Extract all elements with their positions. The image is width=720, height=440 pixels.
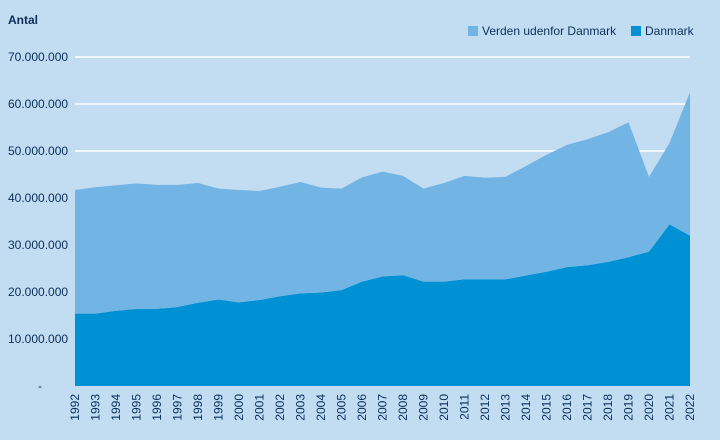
x-tick-labels: 1992 1993 1994 1995 1996 1997 1998 1999 2000 2001…	[68, 394, 697, 421]
y-tick-label: 40.000.000	[8, 191, 68, 205]
x-tick-label: 2010	[437, 394, 451, 421]
y-tick-label: 30.000.000	[8, 238, 68, 252]
x-tick-label: 1994	[109, 394, 123, 421]
x-tick-label: 2002	[273, 394, 287, 421]
x-tick-label: 1996	[150, 394, 164, 421]
y-tick-label: 20.000.000	[8, 285, 68, 299]
x-tick-label: 1993	[89, 394, 103, 421]
x-tick-label: 2022	[683, 394, 697, 421]
y-tick-label: 70.000.000	[8, 50, 68, 64]
legend-swatch-danmark	[631, 26, 641, 36]
legend-swatch-verden	[468, 26, 478, 36]
x-tick-label: 2003	[294, 394, 308, 421]
x-tick-label: 2006	[355, 394, 369, 421]
x-tick-label: 2009	[417, 394, 431, 421]
y-axis-title: Antal	[8, 13, 38, 27]
legend-label-verden: Verden udenfor Danmark	[482, 24, 617, 38]
x-tick-label: 2004	[314, 394, 328, 421]
x-tick-label: 2000	[232, 394, 246, 421]
x-tick-label: 2008	[396, 394, 410, 421]
legend: Verden udenfor Danmark Danmark	[468, 24, 695, 38]
area-verden-udenfor-danmark	[75, 92, 690, 314]
y-tick-label: -	[38, 379, 42, 393]
x-tick-label: 2021	[663, 394, 677, 421]
x-tick-label: 2011	[458, 394, 472, 420]
x-tick-label: 2001	[253, 394, 267, 421]
x-tick-label: 2019	[622, 394, 636, 421]
x-tick-label: 2012	[478, 394, 492, 421]
x-tick-label: 1997	[171, 394, 185, 421]
x-tick-label: 1992	[68, 394, 82, 421]
x-tick-label: 2007	[376, 394, 390, 421]
y-tick-label: 50.000.000	[8, 144, 68, 158]
area-series	[75, 92, 690, 386]
x-tick-label: 1999	[212, 394, 226, 421]
y-tick-label: 10.000.000	[8, 332, 68, 346]
x-tick-label: 2018	[601, 394, 615, 421]
x-tick-label: 2017	[581, 394, 595, 421]
x-tick-label: 2015	[540, 394, 554, 421]
x-tick-label: 2020	[642, 394, 656, 421]
x-tick-label: 1998	[191, 394, 205, 421]
legend-label-danmark: Danmark	[645, 24, 695, 38]
x-tick-label: 2016	[560, 394, 574, 421]
y-tick-labels: - 10.000.000 20.000.000 30.000.000 40.000.00…	[8, 50, 68, 393]
area-danmark	[75, 224, 690, 386]
x-tick-label: 2014	[519, 394, 533, 421]
y-tick-label: 60.000.000	[8, 97, 68, 111]
x-tick-label: 2005	[335, 394, 349, 421]
x-tick-label: 1995	[130, 394, 144, 421]
x-tick-label: 2013	[499, 394, 513, 421]
